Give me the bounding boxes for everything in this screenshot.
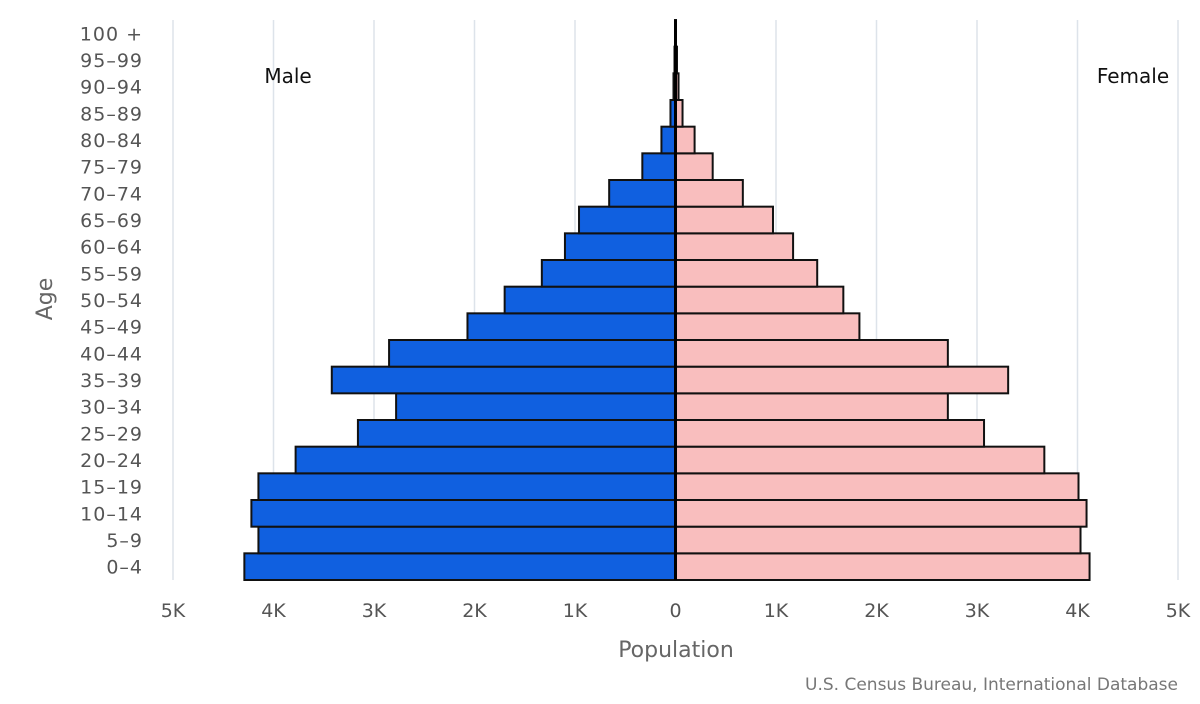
age-tick-label: 5–9 [106,530,143,552]
age-tick-label: 0–4 [106,557,143,579]
female-bar-10-14 [674,499,1088,528]
age-tick-label: 45–49 [80,317,143,339]
population-tick-label: 0 [669,600,681,622]
age-tick-label: 90–94 [80,77,143,99]
age-tick-label: 25–29 [80,423,143,445]
population-tick-label: 3K [362,600,387,622]
male-bar-10-14 [250,499,677,528]
male-bar-20-24 [294,445,677,475]
male-label: Male [264,64,311,88]
male-bar-0-4 [243,552,677,581]
x-axis-title: Population [618,638,734,663]
female-bar-0-4 [674,552,1091,581]
female-bar-60-64 [674,232,795,261]
male-bar-35-39 [330,365,677,395]
female-bar-75-79 [674,152,714,181]
female-bar-40-44 [674,339,949,368]
male-bar-50-54 [503,285,677,315]
male-bar-25-29 [356,419,677,448]
age-tick-label: 70–74 [80,183,143,205]
age-tick-label: 35–39 [80,370,143,392]
age-tick-label: 20–24 [80,450,143,472]
age-tick-label: 65–69 [80,210,143,232]
age-tick-label: 15–19 [80,477,143,499]
source-credit: U.S. Census Bureau, International Databa… [805,675,1178,695]
male-bar-45-49 [466,312,677,342]
male-bar-75-79 [641,152,677,181]
female-bar-70-74 [674,179,744,208]
age-tick-label: 55–59 [80,263,143,285]
age-tick-label: 10–14 [80,503,143,525]
male-bar-40-44 [388,339,677,368]
population-tick-label: 2K [462,600,487,622]
age-tick-label: 95–99 [80,50,143,72]
male-bar-70-74 [608,179,677,208]
male-bar-30-34 [395,392,677,422]
female-label: Female [1097,64,1169,88]
population-tick-label: 4K [1065,600,1090,622]
female-bar-25-29 [674,419,986,448]
female-bar-20-24 [674,445,1046,475]
age-tick-label: 100 + [80,23,143,45]
male-bar-15-19 [257,472,677,502]
population-tick-label: 4K [261,600,286,622]
population-tick-label: 5K [161,600,186,622]
male-bar-60-64 [563,232,677,261]
female-bar-50-54 [674,285,845,315]
age-tick-label: 75–79 [80,157,143,179]
y-axis-title: Age [33,278,58,321]
population-tick-label: 1K [563,600,588,622]
age-tick-label: 40–44 [80,343,143,365]
population-tick-label: 3K [965,600,990,622]
male-bar-65-69 [578,205,677,235]
male-bar-80-84 [660,125,677,155]
male-bar-55-59 [540,259,677,288]
female-bar-15-19 [674,472,1080,502]
female-bar-65-69 [674,205,774,235]
female-bar-55-59 [674,259,819,288]
female-bar-80-84 [674,125,696,155]
population-tick-label: 5K [1166,600,1191,622]
age-tick-label: 80–84 [80,130,143,152]
age-tick-label: 50–54 [80,290,143,312]
age-tick-labels: 0–4 5–9 10–14 15–19 20–24 25–29 30–34 35–39 40–4… [80,23,143,579]
population-tick-label: 1K [764,600,789,622]
male-bar-5-9 [257,525,677,555]
bars [243,19,1091,581]
population-tick-labels: 5K 4K 3K 2K 1K 0 1K 2K 3K 4K 5K [161,600,1191,622]
age-tick-label: 85–89 [80,103,143,125]
female-bar-30-34 [674,392,949,422]
population-tick-label: 2K [864,600,889,622]
age-tick-label: 30–34 [80,397,143,419]
female-bar-35-39 [674,365,1010,395]
female-bar-5-9 [674,525,1082,555]
age-tick-label: 60–64 [80,237,143,259]
female-bar-45-49 [674,312,861,342]
